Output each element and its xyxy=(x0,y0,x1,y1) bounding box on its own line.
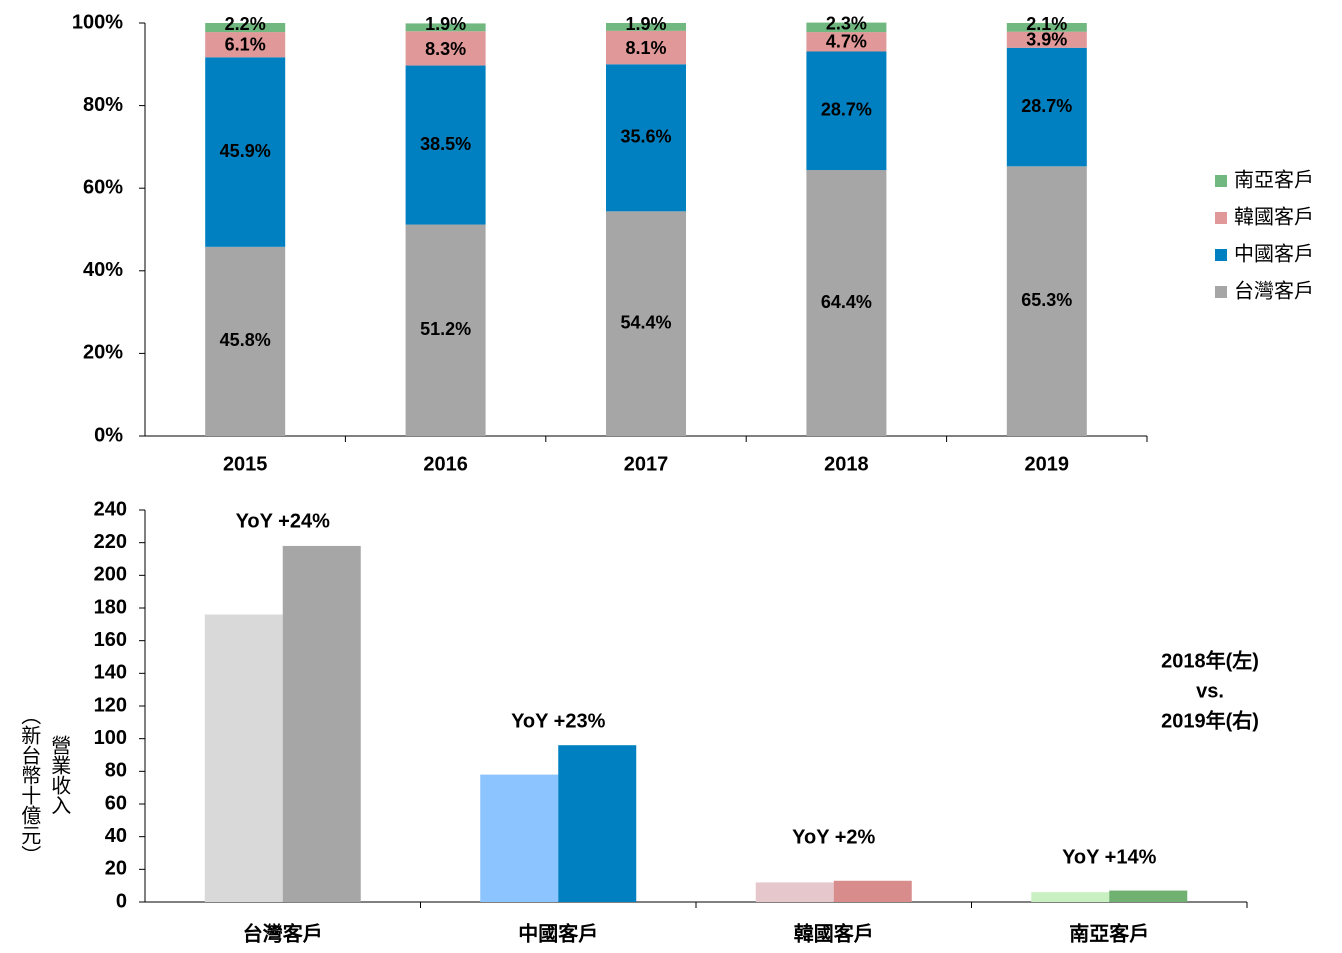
bar xyxy=(1031,892,1109,902)
y-tick-label: 140 xyxy=(94,662,127,684)
value-label: 6.1% xyxy=(225,35,266,55)
y-tick-label: 100 xyxy=(94,727,127,749)
bar xyxy=(1109,891,1187,902)
y-tick-label: 180 xyxy=(94,596,127,618)
x-tick-label: 2017 xyxy=(624,453,669,475)
y-axis-label: （新台幣十億元） xyxy=(18,705,41,865)
x-tick-label: 2018 xyxy=(824,453,869,475)
value-label: 28.7% xyxy=(1021,96,1072,116)
x-tick-label: 2019 xyxy=(1025,453,1070,475)
y-tick-label: 100% xyxy=(72,11,123,33)
value-label: 65.3% xyxy=(1021,290,1072,310)
value-label: 45.9% xyxy=(220,141,271,161)
legend-swatch xyxy=(1215,175,1227,187)
value-label: 4.7% xyxy=(826,32,867,52)
legend-label: 韓國客戶 xyxy=(1234,205,1314,228)
value-label: 45.8% xyxy=(220,330,271,350)
annotation: YoY +23% xyxy=(511,710,606,732)
y-tick-label: 20% xyxy=(83,342,123,364)
x-tick-label: 2016 xyxy=(423,453,468,475)
legend-swatch xyxy=(1215,249,1227,261)
value-label: 64.4% xyxy=(821,292,872,312)
bar xyxy=(283,546,361,902)
note: vs. xyxy=(1196,680,1224,702)
legend-swatch xyxy=(1215,286,1227,298)
value-label: 1.9% xyxy=(625,14,666,34)
value-label: 2.2% xyxy=(225,14,266,34)
value-label: 8.3% xyxy=(425,39,466,59)
y-tick-label: 120 xyxy=(94,694,127,716)
value-label: 2.1% xyxy=(1026,14,1067,34)
y-tick-label: 60 xyxy=(105,792,127,814)
note: 2019年(右) xyxy=(1161,708,1259,732)
y-tick-label: 160 xyxy=(94,629,127,651)
y-tick-label: 80% xyxy=(83,94,123,116)
y-tick-label: 0 xyxy=(116,890,127,912)
x-tick-label: 2015 xyxy=(223,453,268,475)
bar xyxy=(834,881,912,902)
y-tick-label: 220 xyxy=(94,531,127,553)
legend-label: 台灣客戶 xyxy=(1234,279,1314,302)
x-tick-label: 韓國客戶 xyxy=(794,921,874,945)
value-label: 54.4% xyxy=(620,312,671,332)
x-tick-label: 中國客戶 xyxy=(518,921,598,945)
x-tick-label: 台灣客戶 xyxy=(243,921,323,945)
y-tick-label: 20 xyxy=(105,858,127,880)
legend-label: 中國客戶 xyxy=(1234,242,1314,265)
y-tick-label: 240 xyxy=(94,498,127,520)
bar xyxy=(756,882,834,902)
bar xyxy=(558,745,636,902)
y-tick-label: 60% xyxy=(83,176,123,198)
annotation: YoY +24% xyxy=(236,510,331,532)
legend-swatch xyxy=(1215,212,1227,224)
value-label: 8.1% xyxy=(625,38,666,58)
value-label: 35.6% xyxy=(620,127,671,147)
y-tick-label: 0% xyxy=(94,424,123,446)
legend-label: 南亞客戶 xyxy=(1234,168,1314,191)
value-label: 51.2% xyxy=(420,319,471,339)
y-axis-label: 營業收入 xyxy=(48,735,71,815)
x-tick-label: 南亞客戶 xyxy=(1069,921,1149,945)
annotation: YoY +14% xyxy=(1062,846,1157,868)
bar xyxy=(205,615,283,902)
value-label: 28.7% xyxy=(821,100,872,120)
y-tick-label: 80 xyxy=(105,760,127,782)
chart: 0% 20% 40% 60% 80% 100% 2015 45.8% 45.9% 6.1%2.2%… xyxy=(0,0,1342,948)
annotation: YoY +2% xyxy=(792,826,875,848)
value-label: 38.5% xyxy=(420,134,471,154)
y-tick-label: 200 xyxy=(94,564,127,586)
y-tick-label: 40% xyxy=(83,259,123,281)
bar xyxy=(480,775,558,902)
value-label: 2.3% xyxy=(826,13,867,33)
note: 2018年(左) xyxy=(1161,648,1259,672)
y-tick-label: 40 xyxy=(105,825,127,847)
value-label: 1.9% xyxy=(425,14,466,34)
